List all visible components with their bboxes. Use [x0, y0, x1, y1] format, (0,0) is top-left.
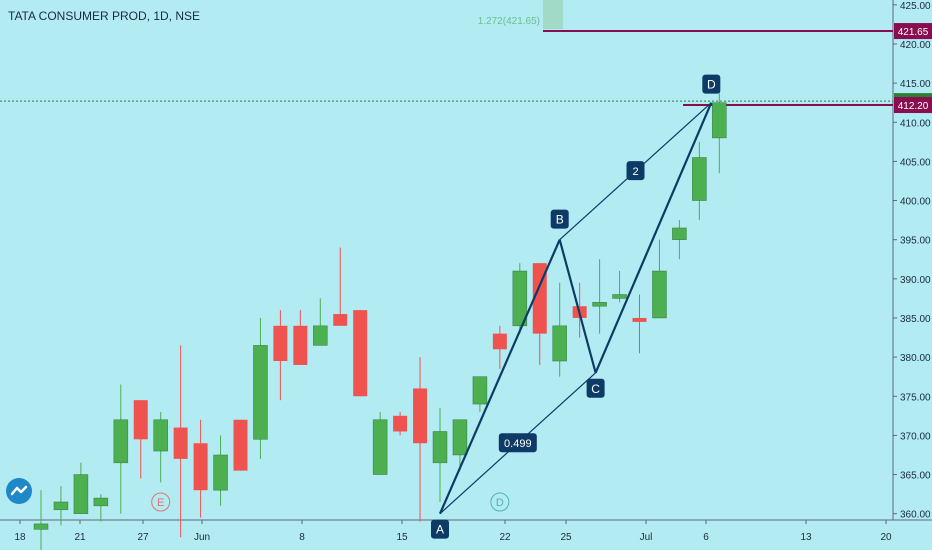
price-label: 412.20 [898, 101, 929, 112]
candle-body[interactable] [452, 419, 468, 456]
fib-label: 1.272(421.65) [478, 16, 540, 27]
candle-body[interactable] [173, 427, 188, 459]
y-tick-label: 360.00 [900, 510, 931, 521]
x-tick-label: 18 [14, 532, 26, 543]
pattern-line [594, 102, 713, 374]
x-tick-label: 20 [880, 532, 892, 543]
chart-title: TATA CONSUMER PROD, 1D, NSE [8, 9, 201, 23]
y-tick-label: 420.00 [900, 40, 931, 51]
candle-body[interactable] [552, 325, 568, 362]
x-tick-label: 8 [299, 532, 305, 543]
y-tick-label: 395.00 [900, 236, 931, 247]
event-marker[interactable] [490, 492, 510, 512]
candle-body[interactable] [73, 474, 89, 514]
y-tick-label: 410.00 [900, 118, 931, 129]
candle-body[interactable] [711, 102, 727, 139]
candle-body[interactable] [532, 263, 547, 334]
ratio-label: 0.499 [504, 438, 532, 450]
pattern-point-badge[interactable] [550, 209, 569, 229]
candle-body[interactable] [632, 317, 647, 322]
x-tick-label: 13 [800, 532, 812, 543]
candle-body[interactable] [53, 501, 69, 511]
y-tick-label: 385.00 [900, 314, 931, 325]
candle-body[interactable] [253, 345, 268, 440]
candle-body[interactable] [153, 419, 168, 452]
candle-body[interactable] [692, 157, 707, 201]
candle-body[interactable] [193, 443, 208, 491]
x-tick-label: 15 [396, 532, 408, 543]
candle-body[interactable] [233, 419, 248, 471]
candle-body[interactable] [93, 497, 109, 507]
event-marker-label: E [157, 497, 164, 509]
y-tick-label: 390.00 [900, 275, 931, 286]
candle-body[interactable] [592, 302, 607, 307]
candle-body[interactable] [432, 431, 448, 464]
price-label-badge [894, 23, 932, 40]
price-label: 421.65 [898, 27, 929, 38]
pattern-point-label: C [591, 382, 600, 396]
x-tick-label: Jul [640, 532, 653, 543]
candle-body[interactable] [372, 419, 388, 475]
candle-body[interactable] [333, 314, 348, 326]
y-tick-label: 425.00 [900, 1, 931, 12]
pattern-line [558, 239, 597, 374]
candle-body[interactable] [413, 388, 428, 444]
x-tick-label: 25 [560, 532, 572, 543]
y-tick-label: 375.00 [900, 392, 931, 403]
event-marker[interactable] [151, 492, 171, 512]
logo-icon [10, 485, 28, 496]
candle-body[interactable] [293, 325, 308, 365]
pattern-point-label: D [707, 78, 716, 92]
y-tick-label: 365.00 [900, 471, 931, 482]
candle-body[interactable] [512, 270, 528, 327]
y-tick-label: 400.00 [900, 197, 931, 208]
price-label-badge [894, 97, 932, 114]
candle-body[interactable] [33, 523, 49, 530]
candle-body[interactable] [672, 227, 687, 240]
x-tick-label: 6 [703, 532, 709, 543]
y-tick-label: 370.00 [900, 431, 931, 442]
candle-body[interactable] [273, 325, 288, 362]
candle-body[interactable] [472, 376, 488, 405]
ratio-badge [498, 433, 537, 453]
y-tick-label: 405.00 [900, 157, 931, 168]
pattern-line [438, 239, 561, 515]
y-tick-label: 415.00 [900, 79, 931, 90]
event-marker-label: D [496, 497, 504, 509]
fib-zone [543, 0, 563, 30]
x-tick-label: 21 [74, 532, 86, 543]
pattern-point-badge[interactable] [431, 519, 449, 539]
candle-body[interactable] [492, 333, 507, 350]
pattern-point-label: B [556, 213, 564, 227]
candle-body[interactable] [393, 415, 408, 432]
candle-body[interactable] [652, 270, 667, 319]
candle-body[interactable] [213, 454, 228, 491]
ratio-badge [626, 161, 645, 181]
x-tick-label: 27 [137, 532, 149, 543]
x-tick-label: Jun [194, 532, 210, 543]
pattern-point-badge[interactable] [702, 74, 721, 94]
candle-body[interactable] [113, 419, 129, 464]
candle-body[interactable] [612, 294, 627, 299]
y-tick-label: 380.00 [900, 353, 931, 364]
tradingview-logo[interactable] [6, 478, 32, 504]
ratio-label: 2 [632, 166, 638, 178]
candle-body[interactable] [353, 310, 368, 397]
candle-body[interactable] [312, 325, 328, 346]
x-tick-label: 22 [499, 532, 511, 543]
price-axis[interactable] [893, 0, 932, 550]
candle-body[interactable] [133, 400, 148, 440]
pattern-point-badge[interactable] [586, 378, 605, 398]
pattern-point-label: A [436, 523, 444, 537]
